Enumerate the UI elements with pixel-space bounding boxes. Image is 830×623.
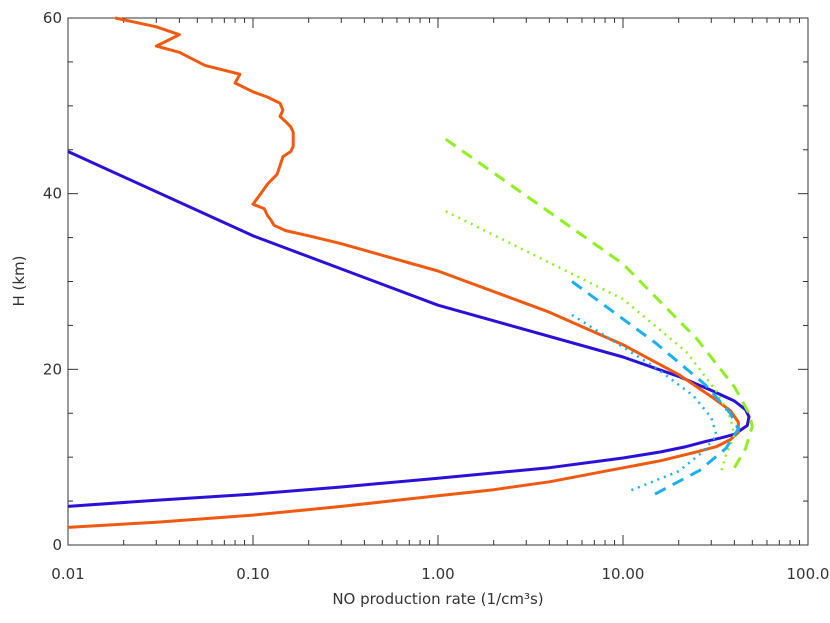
series-line-2	[67, 16, 740, 529]
x-tick-label: 0.01	[51, 565, 84, 583]
series-line-6	[571, 313, 718, 492]
x-tick-label: 0.10	[236, 565, 269, 583]
plot-frame	[67, 17, 809, 546]
x-axis-title: NO production rate (1/cm³s)	[332, 590, 543, 608]
y-tick-label: 60	[43, 9, 62, 27]
x-tick-label: 100.0	[787, 565, 830, 583]
y-tick-label: 20	[43, 360, 62, 378]
series-layer	[67, 16, 754, 529]
y-axis: 0 20 40 60	[43, 9, 808, 554]
series-line-3	[444, 137, 754, 469]
series-line-5	[571, 280, 740, 499]
x-axis: 0.01 0.10 1.00 10.00 100.0	[51, 18, 829, 583]
x-tick-label: 10.00	[602, 565, 645, 583]
series-line-4	[445, 210, 736, 472]
series-line-1	[67, 150, 751, 508]
y-axis-title: H (km)	[10, 255, 28, 306]
x-tick-label: 1.00	[421, 565, 454, 583]
y-tick-label: 0	[52, 536, 62, 554]
y-tick-label: 40	[43, 185, 62, 203]
